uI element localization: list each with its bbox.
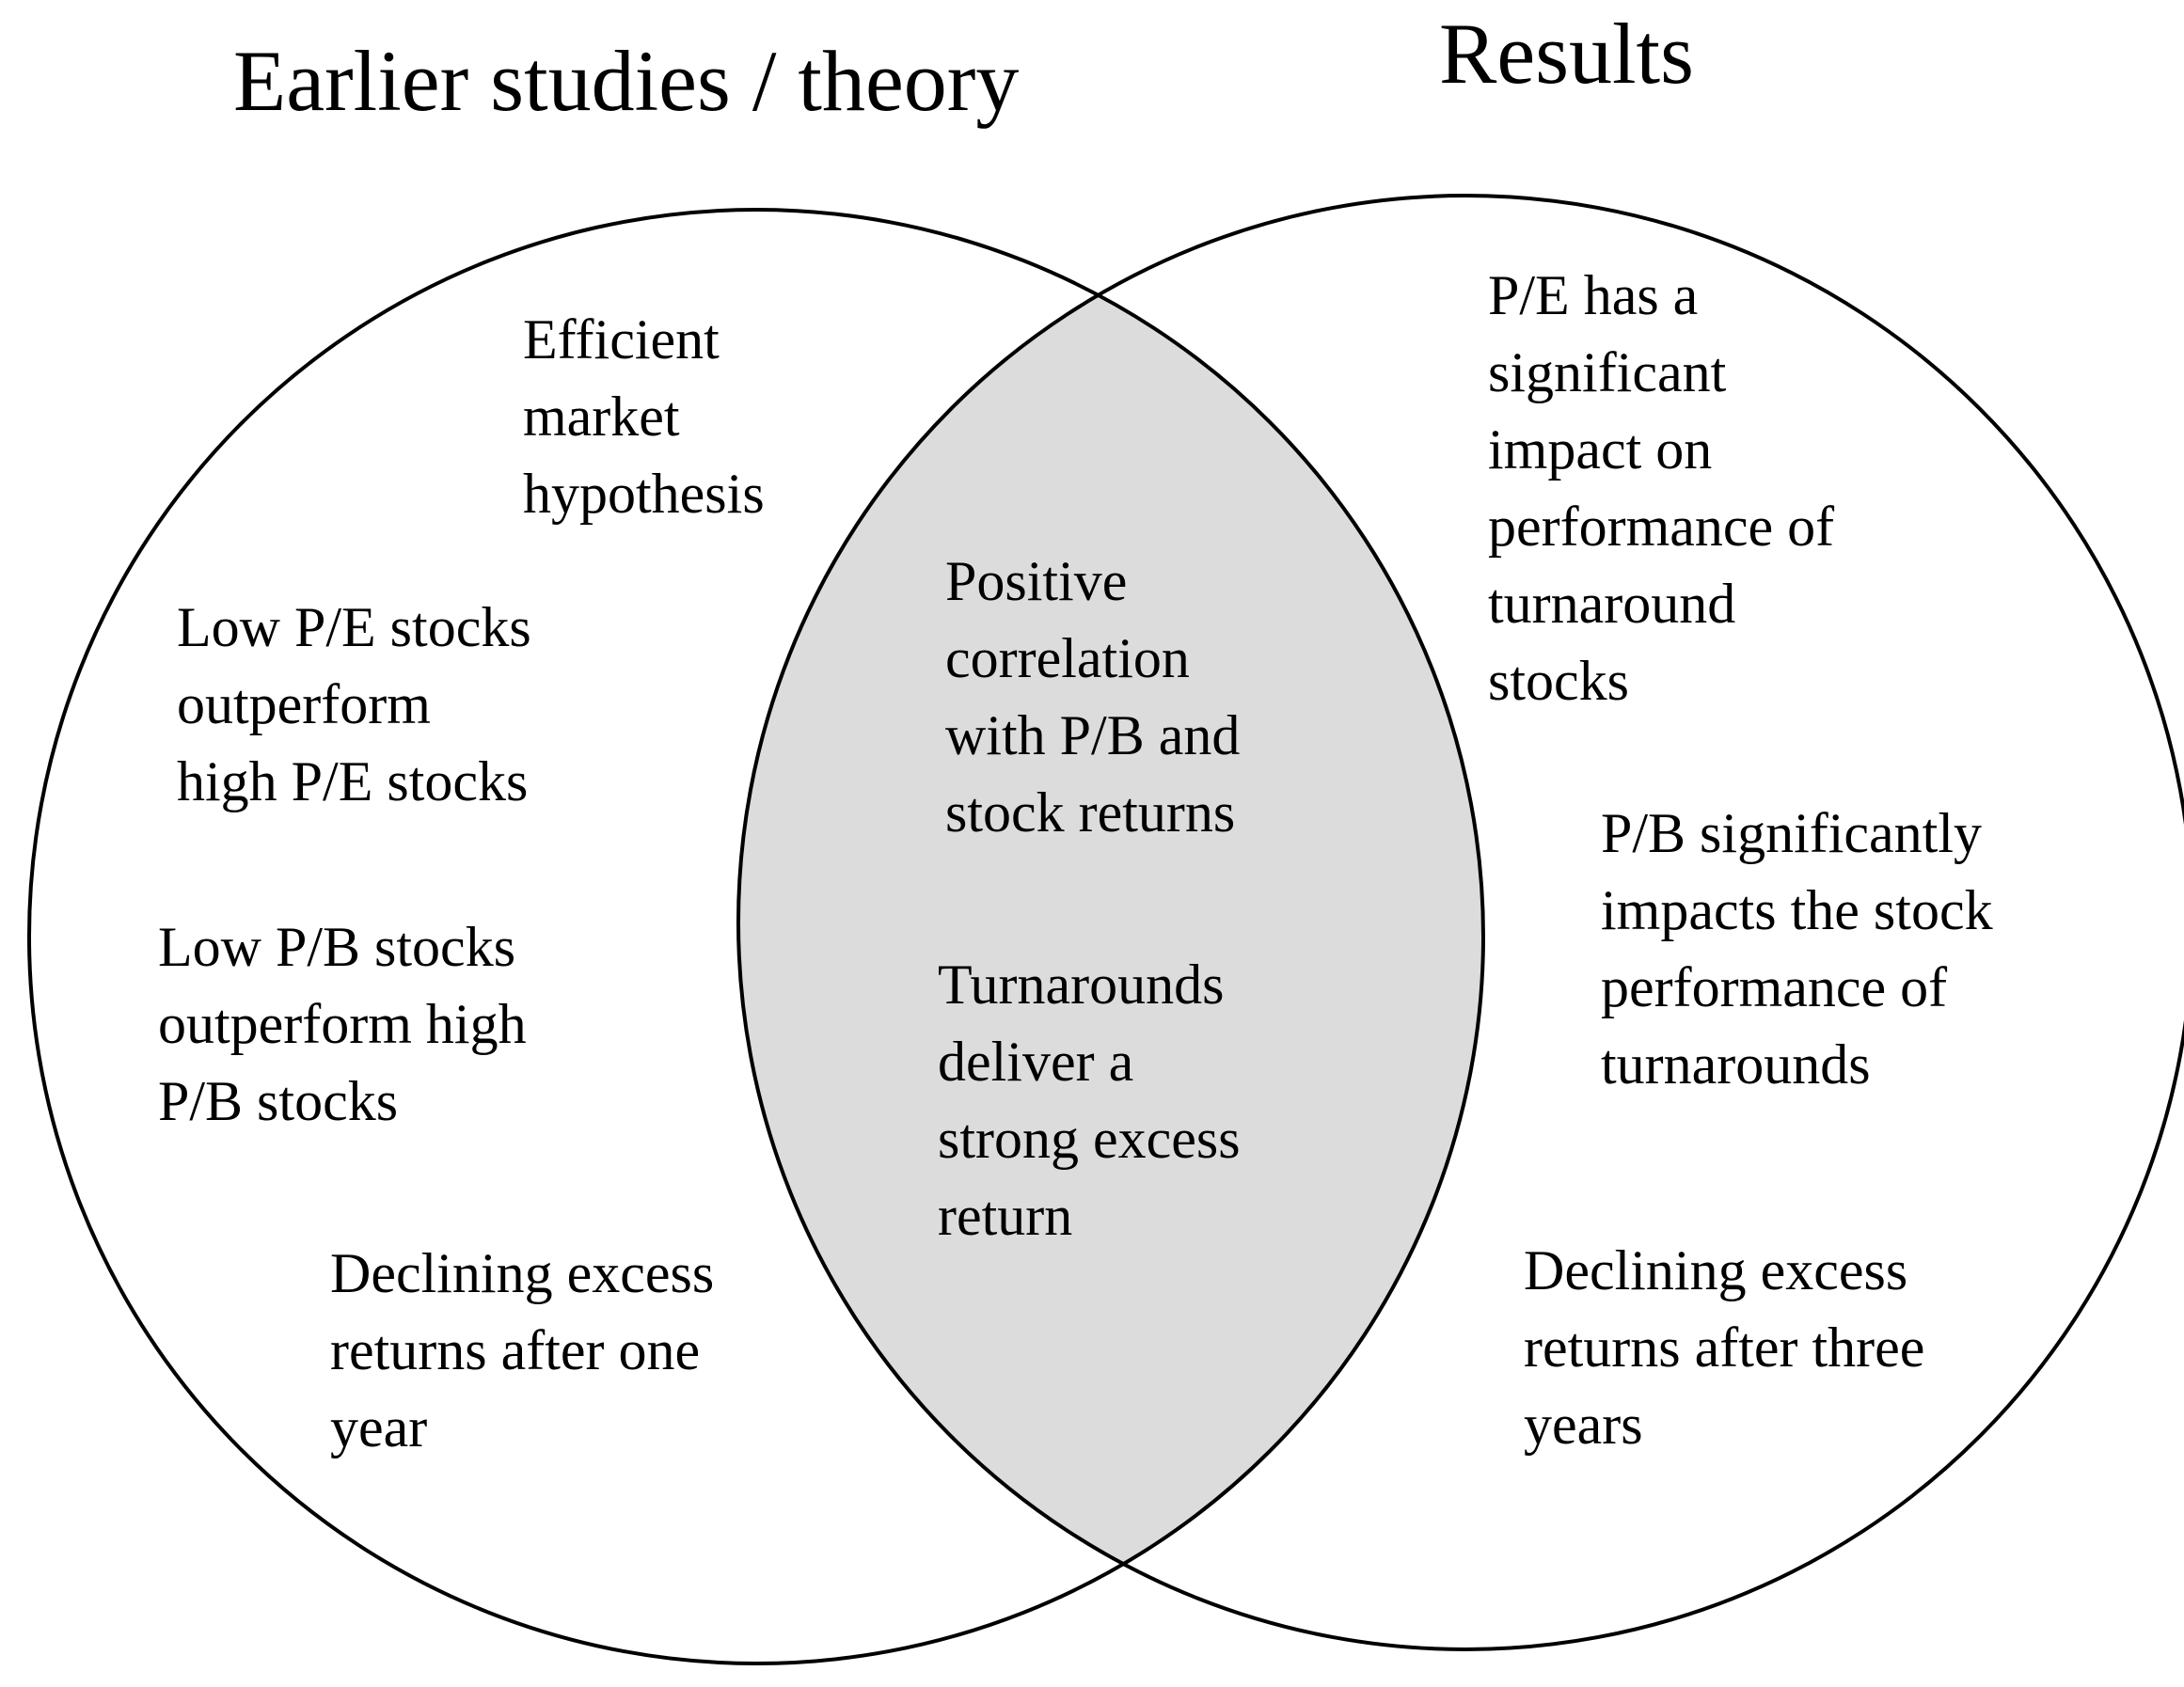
item-line: Low P/E stocks: [177, 596, 531, 658]
right-item-3: Declining excess returns after three yea…: [1524, 1239, 1924, 1456]
item-line: Efficient: [523, 308, 720, 371]
item-line: return: [938, 1185, 1072, 1247]
right-item-2: P/B significantly impacts the stock perf…: [1601, 802, 1993, 1096]
left-item-2: Low P/E stocks outperform high P/E stock…: [177, 596, 531, 812]
item-line: Turnarounds: [938, 954, 1224, 1016]
item-line: P/B stocks: [158, 1070, 398, 1132]
right-title: Results: [1439, 6, 1694, 102]
item-line: turnaround: [1488, 573, 1735, 635]
left-title: Earlier studies / theory: [233, 33, 1019, 129]
left-circle: [27, 208, 1485, 1665]
item-line: years: [1524, 1394, 1643, 1456]
item-line: P/B significantly: [1601, 802, 1982, 864]
right-circle: [736, 194, 2184, 1651]
item-line: outperform high: [158, 993, 527, 1055]
item-line: returns after one: [330, 1319, 700, 1381]
left-item-4: Declining excess returns after one year: [330, 1242, 714, 1458]
item-line: stocks: [1488, 650, 1629, 712]
left-item-1: Efficient market hypothesis: [523, 308, 765, 525]
item-line: impacts the stock: [1601, 879, 1993, 941]
item-line: performance of: [1488, 496, 1834, 558]
item-line: Positive: [945, 550, 1127, 612]
item-line: P/E has a: [1488, 264, 1698, 326]
item-line: stock returns: [945, 781, 1235, 844]
item-line: returns after three: [1524, 1316, 1924, 1379]
overlap-item-1: Positive correlation with P/B and stock …: [945, 550, 1240, 844]
item-line: strong excess: [938, 1108, 1241, 1170]
item-line: deliver a: [938, 1031, 1133, 1093]
item-line: high P/E stocks: [177, 750, 528, 812]
item-line: year: [330, 1396, 427, 1458]
item-line: market: [523, 386, 680, 448]
overlap-region: [738, 210, 1483, 1649]
item-line: hypothesis: [523, 463, 765, 525]
item-line: correlation: [945, 627, 1190, 689]
item-line: Declining excess: [330, 1242, 714, 1304]
item-line: Declining excess: [1524, 1239, 1907, 1301]
item-line: impact on: [1488, 418, 1712, 481]
item-line: performance of: [1601, 956, 1947, 1018]
right-item-1: P/E has a significant impact on performa…: [1488, 264, 1834, 712]
item-line: Low P/B stocks: [158, 916, 515, 978]
item-line: with P/B and: [945, 704, 1240, 766]
item-line: turnarounds: [1601, 1033, 1871, 1096]
item-line: significant: [1488, 341, 1727, 403]
item-line: outperform: [177, 673, 431, 735]
overlap-item-2: Turnarounds deliver a strong excess retu…: [938, 954, 1241, 1247]
left-item-3: Low P/B stocks outperform high P/B stock…: [158, 916, 527, 1132]
